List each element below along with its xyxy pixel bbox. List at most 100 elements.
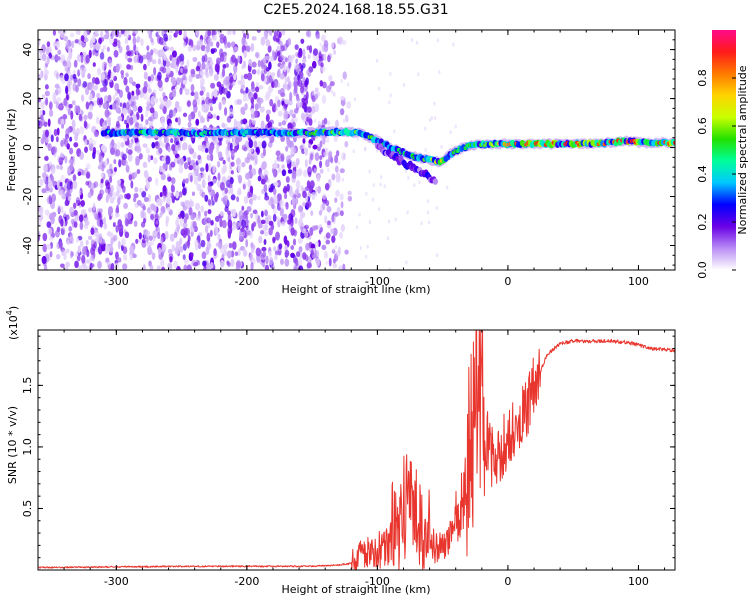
- heatmap-noise-cell: [204, 210, 208, 217]
- heatmap-noise-cell: [227, 262, 231, 267]
- heatmap-noise-cell: [344, 249, 349, 255]
- heatmap-noise-cell: [142, 218, 147, 224]
- heatmap-noise-cell: [207, 174, 211, 183]
- heatmap-noise-cell: [314, 152, 320, 162]
- heatmap-noise-cell: [260, 73, 265, 82]
- heatmap-noise-cell: [415, 40, 419, 45]
- heatmap-noise-cell: [216, 81, 222, 88]
- heatmap-noise-cell: [183, 41, 187, 48]
- heatmap-noise-cell: [393, 129, 396, 134]
- heatmap-noise-cell: [190, 252, 194, 258]
- heatmap-noise-cell: [242, 93, 247, 98]
- heatmap-noise-cell: [57, 30, 63, 35]
- spectrogram-y-tick-label: -40: [21, 237, 34, 255]
- heatmap-noise-cell: [210, 41, 214, 47]
- heatmap-noise-cell: [229, 176, 234, 185]
- heatmap-noise-cell: [96, 116, 100, 125]
- snr-panel: -300 -200 -100 0 100 0.5 1.0 1.5 Height of str…: [5, 306, 676, 596]
- heatmap-noise-cell: [377, 207, 381, 212]
- snr-series-line: [38, 330, 675, 570]
- heatmap-noise-cell: [140, 38, 144, 47]
- heatmap-noise-cell: [319, 42, 322, 47]
- heatmap-noise-cell: [199, 77, 205, 87]
- heatmap-noise-cell: [104, 108, 110, 118]
- heatmap-noise-cell: [94, 42, 101, 51]
- heatmap-noise-cell: [232, 30, 236, 36]
- heatmap-noise-cell: [73, 142, 79, 148]
- heatmap-noise-cell: [73, 209, 78, 216]
- colorbar-tick-label: 0.0: [696, 261, 709, 279]
- heatmap-noise-cell: [379, 175, 383, 180]
- heatmap-noise-cell: [201, 117, 206, 123]
- heatmap-noise-cell: [69, 206, 74, 215]
- heatmap-noise-cell: [207, 209, 212, 215]
- spectrogram-frame: [37, 29, 676, 271]
- heatmap-noise-cell: [147, 245, 152, 254]
- heatmap-noise-cell: [200, 239, 206, 248]
- snr-y-ticks: 0.5 1.0 1.5: [21, 335, 675, 571]
- heatmap-noise-cell: [293, 229, 297, 237]
- heatmap-noise-cell: [161, 266, 166, 270]
- heatmap-noise-cell: [176, 56, 181, 64]
- heatmap-noise-cell: [233, 118, 238, 128]
- spectrogram-y-tick-label: 0: [21, 144, 34, 151]
- heatmap-noise-cell: [235, 221, 240, 230]
- heatmap-noise-cell: [171, 50, 177, 58]
- heatmap-noise-cell: [267, 85, 274, 93]
- heatmap-noise-cell: [197, 154, 202, 160]
- heatmap-noise-cell: [140, 113, 144, 122]
- heatmap-noise-cell: [250, 86, 256, 92]
- heatmap-noise-cell: [95, 246, 99, 253]
- snr-x-tick-label: -300: [104, 575, 129, 588]
- heatmap-noise-cell: [227, 156, 231, 163]
- heatmap-noise-cell: [279, 54, 285, 61]
- heatmap-noise-cell: [149, 264, 154, 270]
- heatmap-noise-cell: [124, 38, 129, 45]
- heatmap-noise-cell: [175, 191, 179, 198]
- heatmap-noise-cell: [260, 219, 266, 225]
- heatmap-noise-cell: [272, 50, 275, 58]
- heatmap-noise-cell: [42, 176, 46, 182]
- heatmap-noise-cell: [150, 74, 155, 82]
- heatmap-noise-cell: [278, 31, 282, 39]
- heatmap-noise-cell: [335, 119, 339, 128]
- heatmap-noise-cell: [160, 101, 164, 109]
- heatmap-noise-cell: [38, 213, 44, 221]
- snr-x-label: Height of straight line (km): [281, 583, 430, 596]
- heatmap-noise-cell: [305, 201, 312, 209]
- heatmap-noise-cell: [340, 201, 344, 209]
- heatmap-noise-cell: [319, 155, 323, 161]
- heatmap-noise-cell: [256, 30, 261, 33]
- heatmap-noise-cell: [428, 117, 432, 122]
- heatmap-noise-cell: [160, 236, 164, 246]
- heatmap-noise-cell: [80, 54, 84, 63]
- heatmap-noise-cell: [252, 140, 258, 148]
- heatmap-noise-cell: [275, 231, 280, 241]
- heatmap-noise-cell: [150, 213, 155, 221]
- heatmap-noise-cell: [312, 102, 315, 107]
- heatmap-noise-cell: [117, 141, 121, 150]
- heatmap-noise-cell: [237, 55, 241, 63]
- heatmap-noise-cell: [280, 258, 284, 265]
- heatmap-noise-cell: [261, 160, 267, 170]
- heatmap-noise-cell: [250, 108, 255, 115]
- heatmap-noise-cell: [291, 197, 296, 207]
- heatmap-noise-cell: [90, 227, 95, 235]
- heatmap-noise-cell: [161, 142, 167, 148]
- spectrogram-x-tick-label: -300: [104, 275, 129, 288]
- heatmap-noise-cell: [194, 91, 199, 101]
- heatmap-noise-cell: [166, 206, 171, 212]
- heatmap-noise-cell: [283, 82, 288, 90]
- heatmap-noise-cell: [424, 148, 427, 153]
- heatmap-noise-cell: [316, 257, 320, 267]
- heatmap-noise-cell: [145, 108, 149, 118]
- heatmap-noise-cell: [241, 36, 246, 46]
- heatmap-noise-cell: [342, 71, 347, 80]
- heatmap-noise-cell: [260, 61, 265, 70]
- heatmap-noise-cell: [201, 55, 205, 64]
- heatmap-noise-cell: [113, 50, 119, 58]
- heatmap-noise-cell: [313, 167, 317, 174]
- heatmap-noise-cell: [80, 200, 86, 207]
- heatmap-noise-cell: [177, 156, 182, 164]
- heatmap-noise-cell: [133, 171, 138, 178]
